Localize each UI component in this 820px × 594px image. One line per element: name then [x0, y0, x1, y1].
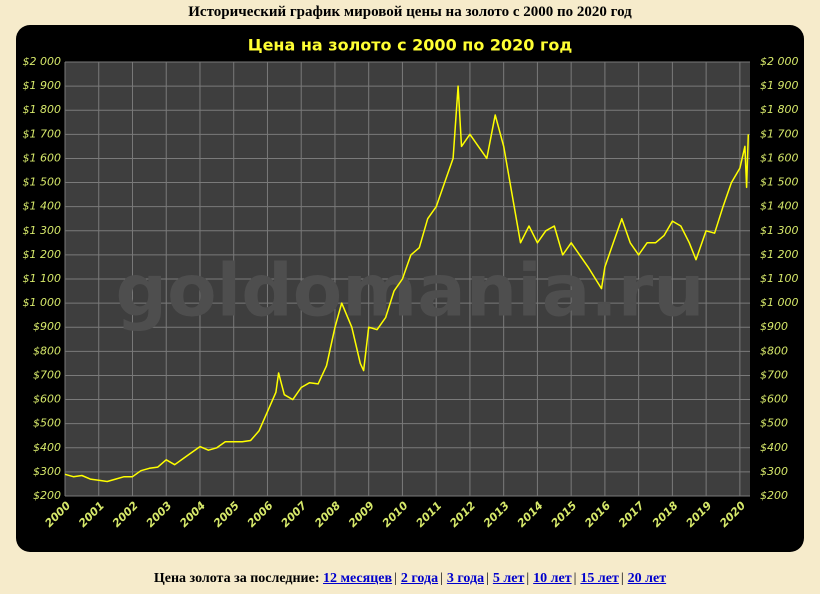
- y-tick-label: $800: [33, 344, 61, 357]
- y2-tick-label: $400: [760, 441, 788, 454]
- y-tick-label: $1 000: [23, 296, 62, 309]
- chart: Цена на золото с 2000 по 2020 год goldom…: [16, 25, 804, 552]
- y-tick-label: $400: [33, 441, 61, 454]
- y-tick-label: $1 300: [23, 224, 62, 237]
- y2-tick-label: $1 700: [760, 127, 799, 140]
- period-link[interactable]: 3 года: [446, 571, 485, 586]
- separator: |: [526, 571, 530, 586]
- y2-tick-label: $1 400: [760, 200, 799, 213]
- y2-tick-label: $500: [760, 417, 788, 430]
- y2-tick-label: $1 000: [760, 296, 799, 309]
- y-tick-label: $900: [33, 320, 61, 333]
- y-tick-label: $500: [33, 417, 61, 430]
- y-tick-label: $1 900: [23, 79, 62, 92]
- period-link[interactable]: 2 года: [400, 571, 439, 586]
- y2-tick-label: $1 600: [760, 151, 799, 164]
- separator: |: [573, 571, 577, 586]
- y-tick-label: $200: [33, 489, 61, 502]
- y-tick-label: $1 200: [23, 248, 62, 261]
- y2-tick-label: $700: [760, 368, 788, 381]
- y-tick-label: $1 400: [23, 200, 62, 213]
- y2-tick-label: $900: [760, 320, 788, 333]
- separator: |: [620, 571, 624, 586]
- footer-label: Цена золота за последние:: [153, 571, 320, 586]
- separator: |: [486, 571, 489, 586]
- y2-tick-label: $800: [760, 344, 788, 357]
- y-tick-label: $300: [33, 465, 61, 478]
- y2-tick-label: $2 000: [760, 55, 799, 68]
- y-tick-label: $2 000: [23, 55, 62, 68]
- period-link[interactable]: 5 лет: [492, 571, 525, 586]
- page-title: Исторический график мировой цены на золо…: [188, 4, 632, 20]
- y2-tick-label: $1 800: [760, 103, 799, 116]
- y2-tick-label: $200: [760, 489, 788, 502]
- period-link[interactable]: 12 месяцев: [323, 571, 393, 586]
- y2-tick-label: $1 900: [760, 79, 799, 92]
- y2-tick-label: $600: [760, 393, 788, 406]
- y-tick-label: $700: [33, 368, 61, 381]
- watermark: goldomania.ru: [116, 249, 705, 333]
- separator: |: [394, 571, 397, 586]
- y-tick-label: $600: [33, 393, 61, 406]
- y2-tick-label: $1 200: [760, 248, 799, 261]
- chart-title: Цена на золото с 2000 по 2020 год: [248, 36, 573, 55]
- y-tick-label: $1 700: [23, 127, 62, 140]
- period-link[interactable]: 15 лет: [580, 571, 619, 586]
- y-tick-label: $1 800: [23, 103, 62, 116]
- period-link[interactable]: 10 лет: [533, 571, 572, 586]
- y2-tick-label: $300: [760, 465, 788, 478]
- footer: Цена золота за последние: 12 месяцев | 2 г…: [0, 571, 820, 587]
- y-tick-label: $1 500: [23, 176, 62, 189]
- y2-tick-label: $1 500: [760, 176, 799, 189]
- y-tick-label: $1 100: [23, 272, 62, 285]
- y2-tick-label: $1 100: [760, 272, 799, 285]
- price-line: [64, 85, 750, 483]
- period-link[interactable]: 20 лет: [627, 571, 667, 586]
- y-tick-label: $1 600: [23, 151, 62, 164]
- y2-tick-label: $1 300: [760, 224, 799, 237]
- separator: |: [440, 571, 443, 586]
